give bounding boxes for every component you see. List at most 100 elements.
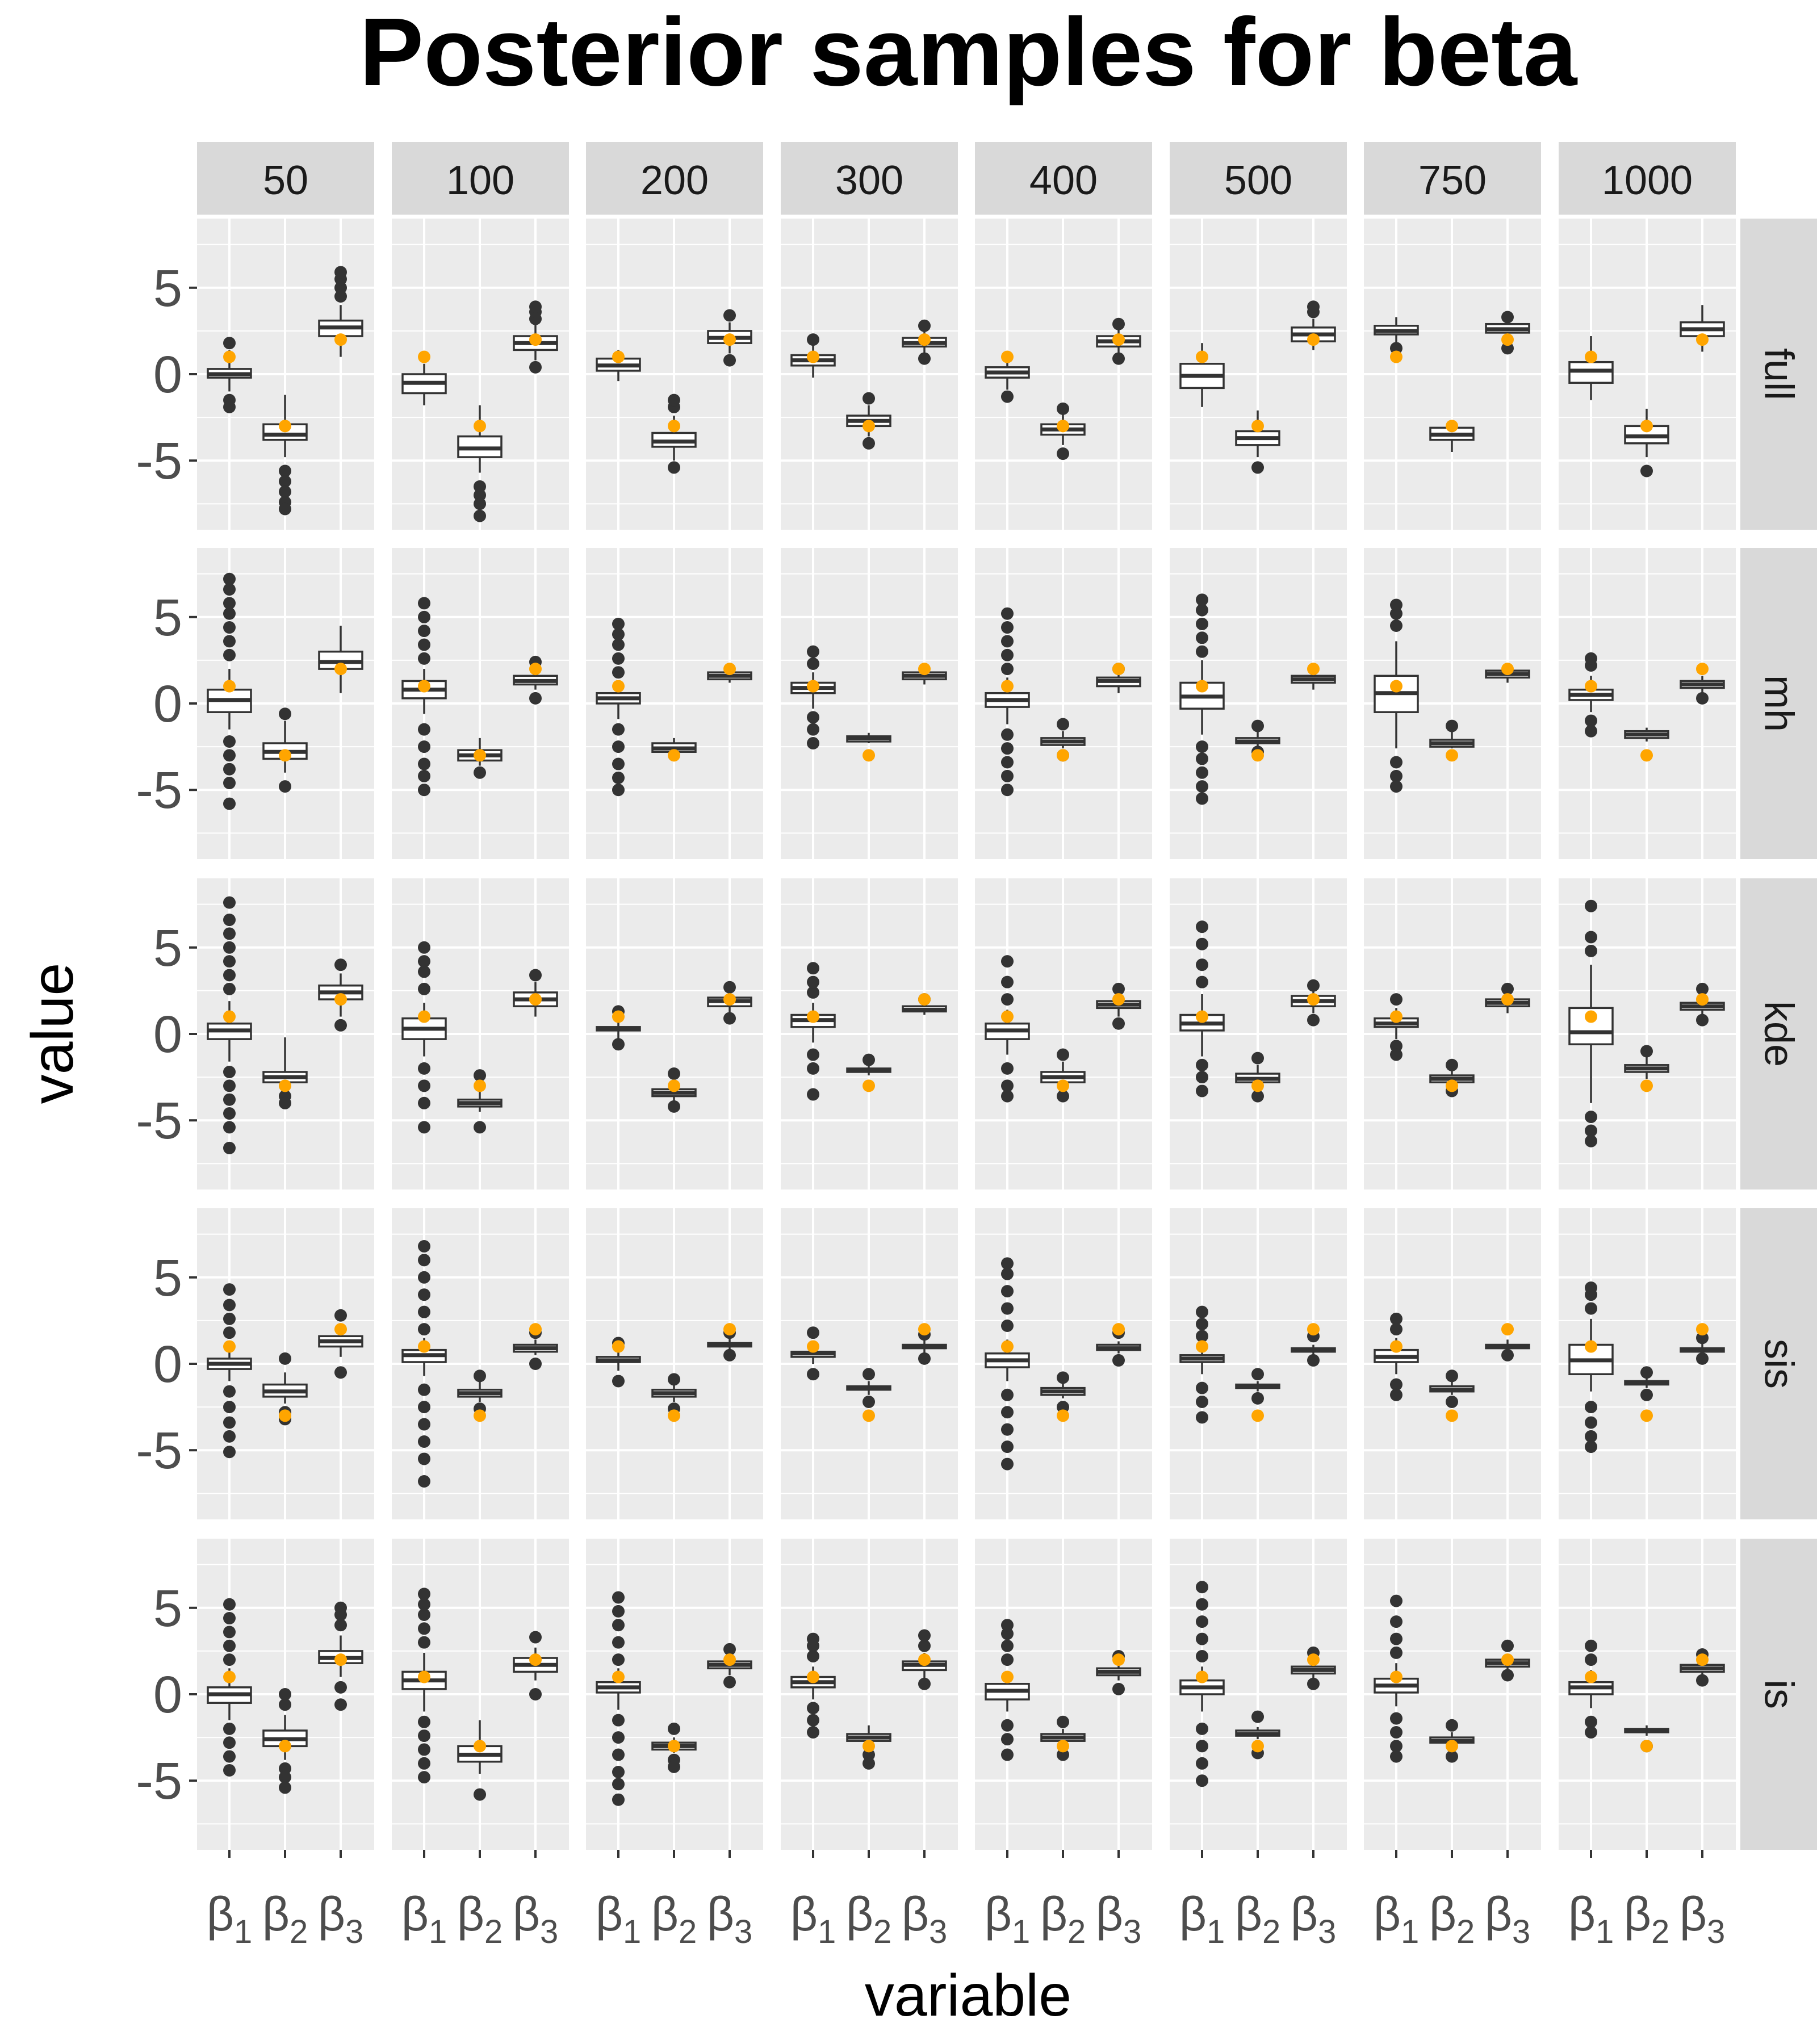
outlier-point xyxy=(418,1622,430,1635)
outlier-point xyxy=(223,941,236,954)
outlier-point xyxy=(223,1079,236,1092)
outlier-point xyxy=(1196,1598,1208,1611)
true-value-point xyxy=(668,1740,680,1753)
true-value-point xyxy=(863,420,875,433)
true-value-point xyxy=(1696,663,1709,676)
true-value-point xyxy=(1696,1323,1709,1336)
outlier-point xyxy=(334,1309,347,1322)
outlier-point xyxy=(1446,1058,1458,1071)
outlier-point xyxy=(723,1348,736,1362)
true-value-point xyxy=(279,1740,291,1753)
true-value-point xyxy=(529,1323,542,1336)
outlier-point xyxy=(1001,742,1014,755)
true-value-point xyxy=(1446,1409,1458,1422)
outlier-point xyxy=(1585,1639,1597,1652)
true-value-point xyxy=(807,1340,819,1353)
true-value-point xyxy=(612,680,625,693)
outlier-point xyxy=(1307,300,1320,313)
outlier-point xyxy=(418,638,430,651)
outlier-point xyxy=(1501,1348,1514,1362)
outlier-point xyxy=(223,1764,236,1777)
outlier-point xyxy=(807,711,819,724)
outlier-point xyxy=(612,1793,625,1806)
outlier-point xyxy=(529,692,542,705)
column-strip-label: 750 xyxy=(1418,158,1487,203)
true-value-point xyxy=(612,1670,625,1683)
outlier-point xyxy=(1501,342,1514,355)
outlier-point xyxy=(418,1418,430,1431)
y-tick-label: 0 xyxy=(153,1006,182,1063)
outlier-point xyxy=(1001,635,1014,648)
outlier-point xyxy=(279,1781,291,1794)
outlier-point xyxy=(863,392,875,405)
column-strip-100 xyxy=(392,142,569,215)
x-tick-label: β2 xyxy=(846,1887,892,1950)
true-value-point xyxy=(418,350,430,363)
outlier-point xyxy=(223,1639,236,1652)
outlier-point xyxy=(1001,1733,1014,1746)
panel-full-400 xyxy=(975,219,1152,530)
outlier-point xyxy=(223,777,236,790)
outlier-point xyxy=(223,1107,236,1120)
true-value-point xyxy=(418,1340,430,1353)
outlier-point xyxy=(1585,931,1597,944)
outlier-point xyxy=(334,1681,347,1694)
x-tick-label: β2 xyxy=(1624,1887,1670,1950)
true-value-point xyxy=(612,350,625,363)
outlier-point xyxy=(1196,645,1208,658)
true-value-point xyxy=(529,993,542,1006)
true-value-point xyxy=(918,333,931,346)
outlier-point xyxy=(418,1288,430,1301)
outlier-point xyxy=(1196,1650,1208,1663)
panel-is-400 xyxy=(975,1539,1152,1850)
outlier-point xyxy=(1196,1774,1208,1787)
outlier-point xyxy=(863,1748,875,1761)
outlier-point xyxy=(334,1019,347,1032)
outlier-point xyxy=(1196,780,1208,793)
outlier-point xyxy=(918,1352,931,1365)
outlier-point xyxy=(612,1038,625,1051)
true-value-point xyxy=(1001,680,1014,693)
outlier-point xyxy=(1501,1669,1514,1682)
outlier-point xyxy=(279,475,291,488)
outlier-point xyxy=(1196,975,1208,989)
outlier-point xyxy=(1251,1090,1264,1103)
outlier-point xyxy=(1390,1594,1402,1607)
outlier-point xyxy=(1446,1750,1458,1763)
outlier-point xyxy=(223,337,236,350)
outlier-point xyxy=(1307,1354,1320,1367)
true-value-point xyxy=(334,1653,347,1666)
outlier-point xyxy=(1001,1719,1014,1732)
true-value-point xyxy=(1001,1010,1014,1023)
outlier-point xyxy=(1196,1581,1208,1594)
outlier-point xyxy=(1001,1627,1014,1640)
outlier-point xyxy=(418,1636,430,1649)
true-value-point xyxy=(1446,1740,1458,1753)
outlier-point xyxy=(1196,766,1208,779)
outlier-point xyxy=(474,1369,486,1383)
outlier-point xyxy=(223,1401,236,1414)
outlier-point xyxy=(1446,719,1458,732)
x-tick-label: β3 xyxy=(1485,1887,1531,1950)
outlier-point xyxy=(418,769,430,782)
outlier-point xyxy=(1501,982,1514,995)
row-strip-label: is xyxy=(1756,1679,1802,1709)
true-value-point xyxy=(668,749,680,762)
true-value-point xyxy=(1307,333,1320,346)
outlier-point xyxy=(1001,648,1014,661)
true-value-point xyxy=(807,1670,819,1683)
true-value-point xyxy=(723,1323,736,1336)
outlier-point xyxy=(418,652,430,665)
x-tick-label: β2 xyxy=(651,1887,697,1950)
true-value-point xyxy=(807,680,819,693)
outlier-point xyxy=(723,1643,736,1656)
column-strip-200 xyxy=(586,142,763,215)
outlier-point xyxy=(418,723,430,736)
outlier-point xyxy=(529,1358,542,1370)
outlier-point xyxy=(1057,1401,1069,1414)
outlier-point xyxy=(529,969,542,982)
outlier-point xyxy=(418,1079,430,1092)
outlier-point xyxy=(334,1698,347,1711)
y-tick-label: 0 xyxy=(153,346,182,404)
true-value-point xyxy=(279,420,291,433)
